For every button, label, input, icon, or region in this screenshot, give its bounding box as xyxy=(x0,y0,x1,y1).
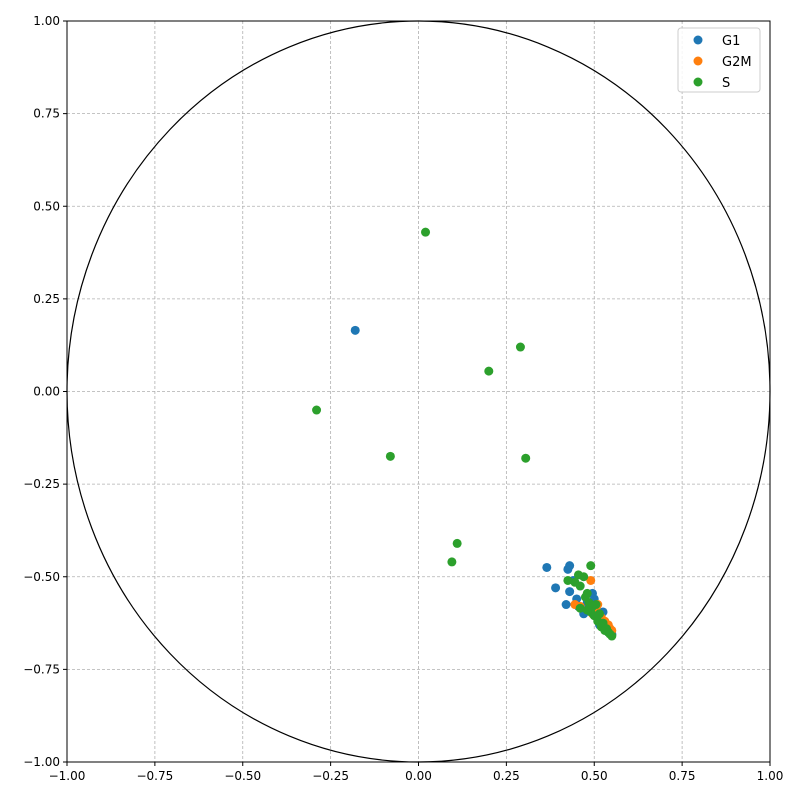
point-g1-0 xyxy=(350,325,360,335)
point-g2m-2 xyxy=(586,575,596,585)
point-s-4 xyxy=(385,451,395,461)
x-tick-label-6: 0.50 xyxy=(581,769,608,783)
y-tick-label-2: −0.50 xyxy=(23,570,60,584)
point-s-14 xyxy=(582,588,592,598)
y-tick-label-0: −1.00 xyxy=(23,755,60,769)
y-tick-label-4: 0.00 xyxy=(33,385,60,399)
x-tick-label-2: −0.50 xyxy=(224,769,261,783)
x-tick-label-7: 0.75 xyxy=(669,769,696,783)
point-s-1 xyxy=(515,342,525,352)
x-tick-label-4: 0.00 xyxy=(405,769,432,783)
point-s-29 xyxy=(607,631,617,641)
point-g1-6 xyxy=(565,587,575,597)
point-s-2 xyxy=(484,366,494,376)
point-g1-1 xyxy=(542,562,552,572)
point-s-16 xyxy=(586,561,596,571)
point-s-22 xyxy=(595,609,605,619)
point-g1-3 xyxy=(561,600,571,610)
point-s-11 xyxy=(575,581,585,591)
point-s-20 xyxy=(591,600,601,610)
legend-label-g1: G1 xyxy=(722,34,740,49)
x-tick-label-0: −1.00 xyxy=(49,769,86,783)
point-g1-5 xyxy=(565,561,575,571)
legend-marker-g1 xyxy=(693,35,703,45)
y-tick-label-1: −0.75 xyxy=(23,662,60,676)
axis-ticks: −1.00 −0.75 −0.50 −0.25 0.00 0.25 0.50 0.75 1.00… xyxy=(23,14,783,783)
point-s-7 xyxy=(447,557,457,567)
point-s-31 xyxy=(582,605,592,615)
x-tick-label-3: −0.25 xyxy=(312,769,349,783)
point-s-8 xyxy=(563,575,573,585)
x-tick-label-1: −0.75 xyxy=(136,769,173,783)
y-tick-label-8: 1.00 xyxy=(33,14,60,28)
point-s-12 xyxy=(579,572,589,582)
data-points xyxy=(312,227,617,641)
point-s-30 xyxy=(575,603,585,613)
y-tick-label-5: 0.25 xyxy=(33,292,60,306)
point-s-3 xyxy=(312,405,322,415)
x-tick-label-5: 0.25 xyxy=(493,769,520,783)
legend-marker-g2m xyxy=(693,56,703,66)
y-tick-label-6: 0.50 xyxy=(33,199,60,213)
y-tick-label-3: −0.25 xyxy=(23,477,60,491)
y-tick-label-7: 0.75 xyxy=(33,107,60,121)
point-s-0 xyxy=(421,227,431,237)
legend: G1 G2M S xyxy=(677,27,761,93)
point-s-5 xyxy=(521,453,531,463)
point-s-6 xyxy=(452,538,462,548)
point-g1-2 xyxy=(551,583,561,593)
x-tick-label-8: 1.00 xyxy=(757,769,784,783)
legend-marker-s xyxy=(693,77,703,87)
legend-label-g2m: G2M xyxy=(722,55,752,70)
legend-label-s: S xyxy=(722,76,730,91)
